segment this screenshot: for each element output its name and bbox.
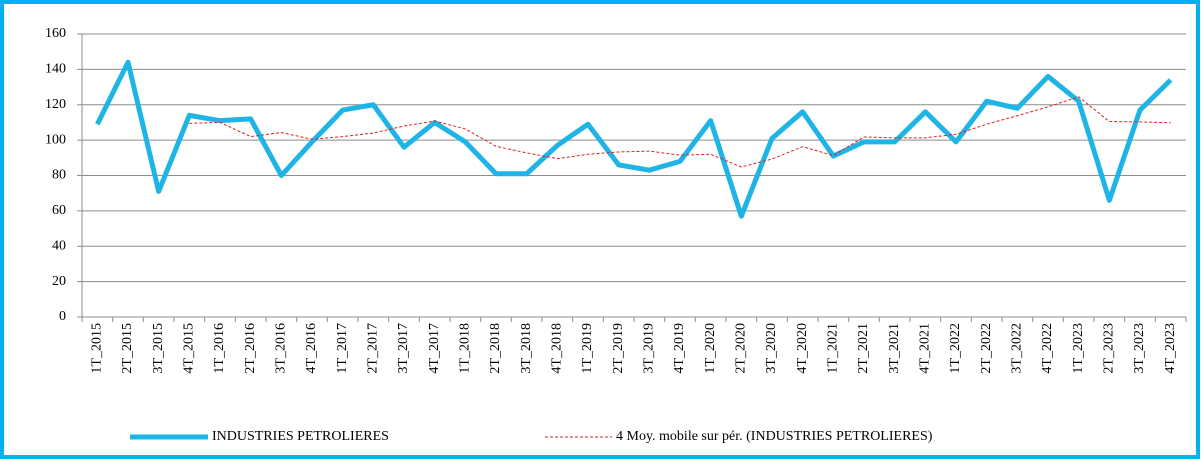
x-tick-label: 2T_2019 bbox=[611, 323, 626, 374]
y-tick-label: 80 bbox=[52, 168, 66, 183]
x-tick-label: 1T_2019 bbox=[580, 323, 595, 374]
x-tick-label: 4T_2018 bbox=[550, 323, 565, 374]
x-tick-label: 2T_2016 bbox=[243, 323, 258, 374]
x-tick-label: 2T_2018 bbox=[488, 323, 503, 374]
y-tick-label: 20 bbox=[52, 274, 66, 289]
legend-label: 4 Moy. mobile sur pér. (INDUSTRIES PETRO… bbox=[616, 429, 933, 444]
x-tick-label: 4T_2019 bbox=[672, 323, 687, 374]
x-tick-label: 4T_2015 bbox=[182, 323, 197, 374]
x-tick-label: 1T_2020 bbox=[703, 323, 718, 374]
x-tick-label: 3T_2022 bbox=[1010, 323, 1025, 374]
x-tick-label: 2T_2015 bbox=[120, 323, 135, 374]
x-tick-label: 2T_2022 bbox=[979, 323, 994, 374]
series-line bbox=[95, 59, 1173, 219]
x-tick-label: 1T_2016 bbox=[212, 323, 227, 374]
x-tick-label: 3T_2023 bbox=[1132, 323, 1147, 374]
legend-label: INDUSTRIES PETROLIERES bbox=[212, 429, 389, 444]
x-tick-label: 3T_2016 bbox=[274, 323, 289, 374]
y-tick-label: 100 bbox=[45, 132, 66, 147]
x-tick-label: 1T_2018 bbox=[458, 323, 473, 374]
x-tick-label: 4T_2020 bbox=[795, 323, 810, 374]
x-tick-label: 2T_2023 bbox=[1102, 323, 1117, 374]
x-tick-label: 4T_2016 bbox=[304, 323, 319, 374]
x-tick-label: 2T_2017 bbox=[366, 323, 381, 374]
x-tick-label: 3T_2021 bbox=[887, 323, 902, 374]
x-tick-label: 3T_2020 bbox=[764, 323, 779, 374]
x-tick-label: 3T_2019 bbox=[642, 323, 657, 374]
y-tick-label: 40 bbox=[52, 238, 66, 253]
x-tick-label: 2T_2021 bbox=[856, 323, 871, 374]
y-tick-label: 120 bbox=[45, 97, 66, 112]
x-tick-label: 4T_2017 bbox=[427, 323, 442, 374]
x-tick-label: 3T_2017 bbox=[396, 323, 411, 374]
y-tick-label: 0 bbox=[59, 309, 66, 324]
y-tick-label: 60 bbox=[52, 203, 66, 218]
x-tick-label: 3T_2018 bbox=[519, 323, 534, 374]
x-tick-label: 2T_2020 bbox=[734, 323, 749, 374]
x-tick-label: 4T_2021 bbox=[918, 323, 933, 374]
x-tick-label: 1T_2023 bbox=[1071, 323, 1086, 374]
series-line bbox=[189, 96, 1171, 168]
x-tick-label: 4T_2023 bbox=[1163, 323, 1178, 374]
x-tick-label: 3T_2015 bbox=[151, 323, 166, 374]
x-tick-label: 1T_2015 bbox=[90, 323, 105, 374]
x-tick-label: 1T_2021 bbox=[826, 323, 841, 374]
x-tick-label: 1T_2022 bbox=[948, 323, 963, 374]
y-tick-label: 140 bbox=[45, 62, 66, 77]
y-tick-label: 160 bbox=[45, 26, 66, 41]
x-tick-label: 4T_2022 bbox=[1040, 323, 1055, 374]
x-tick-label: 1T_2017 bbox=[335, 323, 350, 374]
